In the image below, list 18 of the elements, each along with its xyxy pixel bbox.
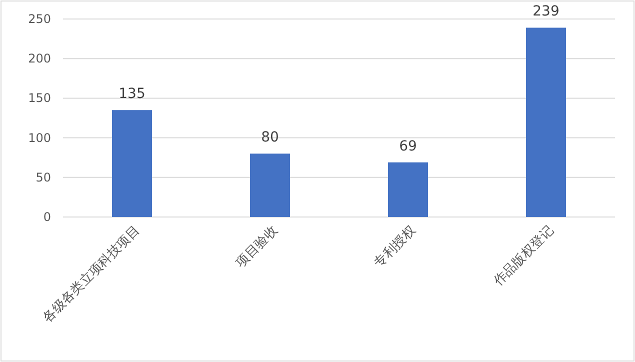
y-tick-label: 200 xyxy=(28,52,51,66)
bar xyxy=(112,110,152,217)
x-tick-label: 各级各类立项科技项目 xyxy=(40,222,143,326)
data-label: 135 xyxy=(118,86,146,102)
bar xyxy=(526,28,566,217)
y-tick-label: 150 xyxy=(28,91,51,106)
bar xyxy=(250,154,290,217)
y-tick-label: 100 xyxy=(28,130,51,145)
x-tick-label: 作品版权登记 xyxy=(490,223,557,290)
y-tick-label: 50 xyxy=(36,170,51,184)
data-label: 69 xyxy=(399,138,417,154)
data-label: 239 xyxy=(532,4,560,20)
x-tick-label: 项目验收 xyxy=(233,223,281,271)
y-tick-label: 0 xyxy=(43,210,51,224)
data-label: 80 xyxy=(261,130,279,146)
x-tick-label: 专利授权 xyxy=(371,223,419,271)
bar xyxy=(388,162,428,217)
y-tick-label: 250 xyxy=(28,12,51,26)
